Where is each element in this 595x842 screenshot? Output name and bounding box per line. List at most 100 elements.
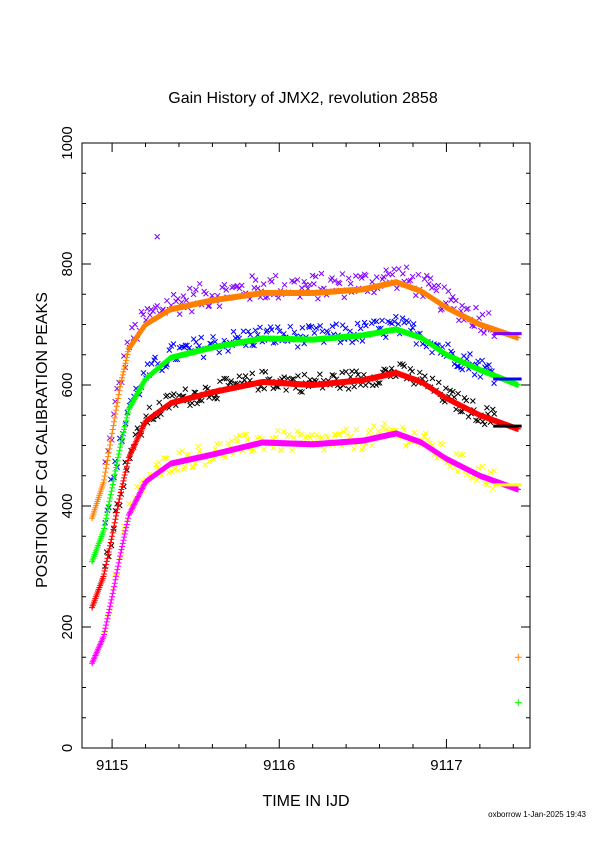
fit-point xyxy=(110,526,117,533)
raw-point xyxy=(425,436,432,443)
fit-point xyxy=(116,387,123,394)
raw-point xyxy=(337,339,344,346)
fit-point xyxy=(123,417,130,424)
fit-point xyxy=(104,508,111,515)
series-group-0 xyxy=(89,233,522,661)
raw-point xyxy=(193,286,199,293)
fit-point xyxy=(136,431,143,438)
fit-point xyxy=(121,472,128,479)
raw-point xyxy=(225,440,232,447)
raw-point xyxy=(247,331,254,338)
raw-point xyxy=(329,372,336,378)
fit-point xyxy=(119,371,126,378)
raw-point xyxy=(147,312,153,318)
raw-point xyxy=(285,375,291,382)
raw-point xyxy=(216,303,223,310)
raw-point xyxy=(273,434,279,441)
raw-point xyxy=(317,323,324,329)
raw-point xyxy=(477,327,484,334)
raw-point xyxy=(479,418,486,425)
fit-point xyxy=(107,491,114,498)
raw-point xyxy=(287,323,294,330)
raw-point xyxy=(484,481,490,488)
data-layer xyxy=(89,233,522,707)
fit-point xyxy=(119,435,126,442)
raw-point xyxy=(179,447,185,454)
raw-point xyxy=(391,318,398,325)
fit-point xyxy=(120,429,127,436)
y-tick-label: 600 xyxy=(59,372,76,397)
fit-point xyxy=(100,479,107,486)
raw-point xyxy=(109,437,115,443)
fit-point xyxy=(135,434,142,441)
fit-point xyxy=(136,490,143,497)
raw-point xyxy=(150,308,156,315)
raw-point xyxy=(186,451,193,458)
raw-point xyxy=(236,373,243,380)
fit-point xyxy=(115,502,122,509)
fit-point xyxy=(113,403,120,410)
raw-point xyxy=(376,380,383,386)
fit-point xyxy=(106,606,113,613)
raw-point xyxy=(182,342,189,349)
raw-point xyxy=(295,373,301,379)
raw-point xyxy=(415,271,422,278)
raw-point xyxy=(407,365,414,372)
fit-point xyxy=(141,481,148,488)
fit-point xyxy=(131,501,138,508)
raw-point xyxy=(214,395,220,402)
extra-point xyxy=(514,653,522,661)
fit-point xyxy=(137,428,144,435)
raw-point xyxy=(203,290,209,297)
raw-point xyxy=(274,324,281,330)
raw-point xyxy=(230,328,237,335)
raw-point xyxy=(315,295,321,302)
raw-point xyxy=(333,321,340,327)
raw-point xyxy=(162,455,169,462)
raw-point xyxy=(477,374,484,380)
fit-point xyxy=(119,480,126,487)
raw-point xyxy=(236,432,243,439)
fit-point xyxy=(125,348,132,355)
fit-point xyxy=(127,509,134,516)
series-group-1 xyxy=(89,313,522,707)
fit-point xyxy=(111,414,118,421)
raw-point xyxy=(429,375,436,382)
raw-point xyxy=(243,431,250,438)
fit-point xyxy=(113,570,120,577)
raw-point xyxy=(380,273,387,280)
raw-point xyxy=(373,274,380,280)
raw-point xyxy=(479,463,486,470)
fit-point xyxy=(111,580,118,587)
raw-point xyxy=(421,373,428,379)
fit-point xyxy=(103,558,110,565)
fit-point xyxy=(101,472,108,479)
fit-point xyxy=(134,494,141,501)
extra-point xyxy=(514,699,522,707)
raw-point xyxy=(312,273,319,280)
raw-point xyxy=(245,328,252,335)
raw-point xyxy=(465,305,471,312)
raw-point xyxy=(459,302,466,309)
fit-point xyxy=(125,454,132,461)
fit-point xyxy=(111,471,118,478)
raw-point xyxy=(297,388,303,395)
raw-point xyxy=(381,420,388,427)
raw-point xyxy=(411,429,418,436)
fit-point xyxy=(107,442,114,449)
raw-point xyxy=(453,406,460,413)
raw-point xyxy=(261,446,267,453)
fit-point xyxy=(131,441,138,448)
raw-point xyxy=(311,280,317,287)
raw-point xyxy=(249,370,256,377)
fit-point xyxy=(121,534,128,541)
raw-point xyxy=(479,357,485,364)
fit-point xyxy=(118,438,125,445)
fit-point xyxy=(113,509,120,516)
raw-point xyxy=(352,273,359,279)
raw-point xyxy=(132,321,138,328)
fit-point xyxy=(107,542,114,549)
raw-point xyxy=(186,345,193,351)
fit-point xyxy=(132,498,139,505)
fit-point xyxy=(105,552,112,559)
